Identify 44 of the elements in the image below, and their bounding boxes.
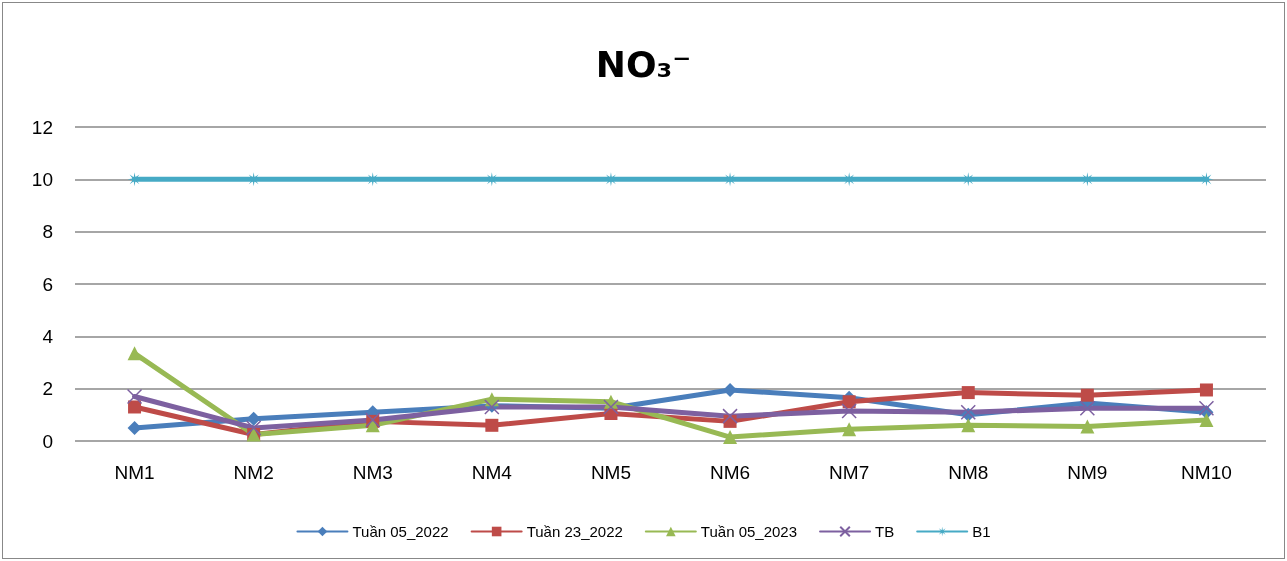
x-tick-label: NM2 [233, 462, 274, 483]
y-tick-label: 0 [42, 430, 53, 452]
y-tick-label: 12 [31, 116, 53, 138]
chart-title: NO₃⁻ [595, 43, 692, 85]
x-tick-label: NM10 [1181, 462, 1232, 483]
point [485, 418, 499, 432]
point [127, 172, 142, 187]
x-tick-label: NM6 [709, 462, 751, 483]
point [246, 411, 261, 426]
point [961, 386, 975, 400]
point [1080, 388, 1094, 402]
legend-label: Tuần 05_2022 [352, 523, 449, 540]
point [128, 400, 142, 414]
point [842, 422, 857, 437]
x-tick-label: NM4 [471, 462, 513, 483]
point [1199, 413, 1214, 428]
y-tick-label: 10 [31, 168, 53, 190]
legend-label: Tuần 05_2023 [700, 523, 798, 540]
y-tick-label: 4 [42, 325, 54, 347]
point [722, 408, 738, 424]
point [127, 346, 142, 361]
point [723, 430, 738, 445]
point [1199, 172, 1214, 187]
x-tick-label: NM5 [590, 462, 632, 483]
y-tick-label: 8 [42, 221, 53, 243]
point [126, 388, 143, 405]
point [1080, 419, 1095, 434]
x-tick-label: NM7 [829, 462, 870, 483]
x-tick-label: NM8 [948, 462, 989, 483]
x-tick-label: NM9 [1067, 462, 1108, 483]
y-tick-label: 6 [42, 273, 53, 295]
x-tick-label: NM3 [352, 462, 393, 483]
point [1079, 400, 1096, 417]
y-tick-label: 2 [42, 378, 53, 400]
x-tick-label: NM1 [114, 462, 155, 483]
legend-label: TB [875, 523, 895, 540]
point [961, 418, 976, 433]
point [841, 403, 857, 419]
legend-label: Tuần 23_2022 [526, 523, 623, 540]
point [127, 420, 142, 435]
point [1198, 400, 1215, 417]
legend-label: B1 [972, 523, 991, 540]
point [245, 420, 262, 436]
point [1199, 383, 1213, 397]
